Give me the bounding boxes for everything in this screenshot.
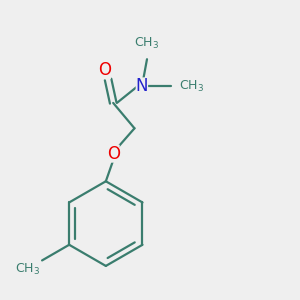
Text: CH$_3$: CH$_3$ (134, 36, 160, 51)
Text: N: N (136, 77, 148, 95)
Text: O: O (98, 61, 111, 79)
Text: CH$_3$: CH$_3$ (179, 79, 204, 94)
Text: CH$_3$: CH$_3$ (15, 262, 40, 277)
Text: O: O (107, 145, 120, 163)
